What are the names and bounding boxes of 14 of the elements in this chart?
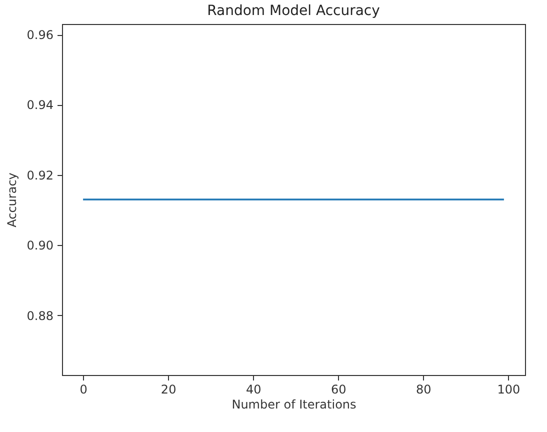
y-tick-label: 0.90 <box>26 238 54 253</box>
x-tick-label: 0 <box>80 382 88 396</box>
x-axis-title: Number of Iterations <box>232 398 356 412</box>
x-tick-label: 100 <box>497 382 520 396</box>
y-tick-label: 0.94 <box>26 98 54 112</box>
y-axis-title: Accuracy <box>4 172 19 228</box>
x-tick-label: 40 <box>246 382 262 396</box>
x-tick-label: 20 <box>160 382 176 396</box>
y-tick-label: 0.88 <box>26 308 54 323</box>
chart-title: Random Model Accuracy <box>207 3 380 19</box>
y-tick-label: 0.96 <box>26 28 54 42</box>
x-tick-label: 80 <box>416 382 432 396</box>
y-tick-label: 0.92 <box>26 168 54 182</box>
x-tick-label: 60 <box>331 382 346 396</box>
